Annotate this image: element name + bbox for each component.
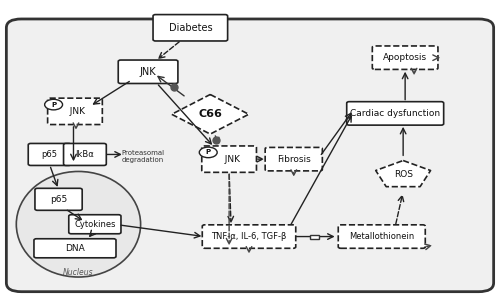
FancyBboxPatch shape xyxy=(34,239,116,258)
Text: P: P xyxy=(206,149,211,155)
Circle shape xyxy=(44,99,62,110)
Text: JNK: JNK xyxy=(64,107,86,116)
FancyBboxPatch shape xyxy=(69,215,121,234)
Ellipse shape xyxy=(16,171,140,277)
FancyBboxPatch shape xyxy=(153,15,228,41)
Text: Proteasomal
degradation: Proteasomal degradation xyxy=(122,150,164,163)
Text: C66: C66 xyxy=(198,109,222,119)
FancyBboxPatch shape xyxy=(265,147,322,171)
FancyBboxPatch shape xyxy=(202,146,256,172)
Polygon shape xyxy=(376,160,430,187)
Text: Metallothionein: Metallothionein xyxy=(349,232,414,241)
Text: Nucleus: Nucleus xyxy=(63,268,94,277)
FancyBboxPatch shape xyxy=(346,102,444,125)
FancyBboxPatch shape xyxy=(64,144,106,165)
FancyBboxPatch shape xyxy=(372,46,438,70)
FancyBboxPatch shape xyxy=(35,188,82,210)
FancyBboxPatch shape xyxy=(48,98,102,125)
Text: JNK: JNK xyxy=(140,67,156,77)
FancyBboxPatch shape xyxy=(28,144,71,165)
Text: ROS: ROS xyxy=(394,170,412,179)
Text: TNF-α, IL-6, TGF-β: TNF-α, IL-6, TGF-β xyxy=(212,232,286,241)
Text: Diabetes: Diabetes xyxy=(168,23,212,33)
Text: JNK: JNK xyxy=(218,155,240,164)
FancyBboxPatch shape xyxy=(338,225,426,248)
FancyBboxPatch shape xyxy=(310,235,318,239)
Text: Apoptosis: Apoptosis xyxy=(383,53,427,62)
Text: p65: p65 xyxy=(42,150,58,159)
FancyBboxPatch shape xyxy=(6,19,494,292)
Text: Cytokines: Cytokines xyxy=(74,220,116,229)
Text: Fibrosis: Fibrosis xyxy=(277,155,310,164)
FancyBboxPatch shape xyxy=(202,225,296,248)
Text: Cardiac dysfunction: Cardiac dysfunction xyxy=(350,109,440,118)
Text: P: P xyxy=(51,102,56,108)
Text: IkBα: IkBα xyxy=(76,150,94,159)
FancyBboxPatch shape xyxy=(118,60,178,83)
Text: DNA: DNA xyxy=(65,244,85,253)
Text: p65: p65 xyxy=(50,195,67,204)
Polygon shape xyxy=(172,94,249,134)
Circle shape xyxy=(200,147,217,158)
